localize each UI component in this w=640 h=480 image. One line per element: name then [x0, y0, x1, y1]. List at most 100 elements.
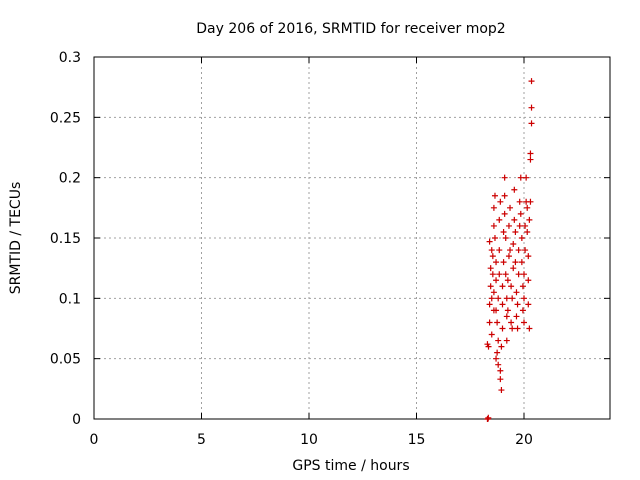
data-point: [526, 216, 533, 223]
data-point: [527, 156, 534, 163]
data-point: [499, 283, 506, 290]
y-tick-label: 0.1: [59, 291, 81, 307]
data-point: [494, 349, 501, 356]
data-point: [496, 247, 503, 254]
x-tick-label: 0: [90, 432, 99, 448]
data-point: [528, 104, 535, 111]
data-point: [499, 301, 506, 308]
data-point: [488, 331, 495, 338]
data-point: [522, 247, 529, 254]
data-point: [495, 337, 502, 344]
data-point: [523, 174, 530, 181]
data-point: [500, 259, 507, 266]
data-point: [486, 238, 493, 245]
y-tick-label: 0: [72, 412, 81, 428]
data-point: [514, 325, 521, 332]
data-points: [484, 78, 535, 422]
data-point: [519, 283, 526, 290]
data-point: [524, 204, 531, 211]
data-point: [490, 289, 497, 296]
data-point: [516, 222, 523, 229]
data-point: [501, 174, 508, 181]
data-point: [512, 259, 519, 266]
data-point: [515, 247, 522, 254]
data-point: [501, 192, 508, 199]
data-point: [488, 247, 495, 254]
data-point: [503, 295, 510, 302]
data-point: [496, 271, 503, 278]
data-point: [489, 271, 496, 278]
data-point: [525, 301, 532, 308]
data-point: [491, 235, 498, 241]
data-point: [487, 265, 494, 272]
data-point: [490, 222, 497, 229]
data-point: [527, 150, 534, 157]
x-tick-label: 10: [300, 432, 318, 448]
data-point: [528, 120, 535, 127]
data-point: [510, 241, 517, 248]
data-point: [527, 198, 534, 205]
data-point: [525, 253, 532, 260]
data-point: [513, 313, 520, 320]
data-point: [525, 277, 532, 284]
data-point: [497, 376, 504, 383]
data-point: [497, 198, 504, 205]
data-point: [494, 319, 501, 326]
data-point: [503, 313, 510, 320]
y-tick-label: 0.05: [50, 352, 81, 368]
data-point: [518, 235, 525, 241]
data-point: [521, 319, 527, 326]
data-point: [526, 325, 533, 332]
data-point: [514, 301, 521, 308]
data-point: [488, 295, 495, 302]
data-point: [507, 204, 514, 211]
data-point: [493, 355, 500, 362]
data-point: [493, 307, 500, 314]
data-point: [521, 271, 527, 278]
data-point: [496, 216, 503, 223]
data-point: [498, 343, 505, 350]
data-point: [497, 367, 504, 374]
data-point: [508, 283, 515, 290]
data-point: [501, 210, 508, 217]
data-point: [518, 259, 525, 266]
x-tick-label: 20: [515, 432, 533, 448]
data-point: [515, 271, 522, 278]
data-point: [508, 319, 515, 326]
data-point: [505, 222, 512, 229]
y-tick-label: 0.2: [59, 171, 81, 187]
data-point: [495, 295, 502, 302]
y-tick-label: 0.15: [50, 231, 81, 247]
data-point: [522, 222, 529, 229]
data-point: [502, 271, 509, 278]
plot-frame: [93, 56, 611, 420]
data-point: [513, 289, 520, 296]
data-point: [502, 235, 509, 241]
data-point: [511, 186, 518, 193]
data-point: [505, 253, 512, 260]
axis-ticks: 0 5 10 15 20 0 0.05 0.1 0.15 0.2 0.25 0.3: [50, 50, 610, 448]
data-point: [509, 325, 516, 332]
y-tick-label: 0.25: [50, 110, 81, 126]
data-point: [485, 343, 492, 350]
y-axis-label: SRMTID / TECUs: [8, 182, 24, 295]
data-point: [509, 295, 516, 302]
data-point: [504, 307, 511, 314]
data-point: [493, 259, 500, 266]
data-point: [486, 319, 493, 326]
data-point: [504, 277, 511, 284]
data-point: [528, 78, 535, 85]
data-point: [485, 414, 492, 421]
data-point: [512, 228, 519, 235]
data-point: [495, 361, 502, 368]
y-tick-label: 0.3: [59, 50, 81, 66]
data-point: [519, 307, 526, 314]
data-point: [499, 325, 506, 332]
data-point: [521, 295, 527, 302]
data-point: [517, 210, 524, 217]
data-point: [498, 387, 505, 394]
x-tick-label: 15: [408, 432, 426, 448]
data-point: [516, 198, 523, 205]
grid-lines: [94, 57, 610, 419]
